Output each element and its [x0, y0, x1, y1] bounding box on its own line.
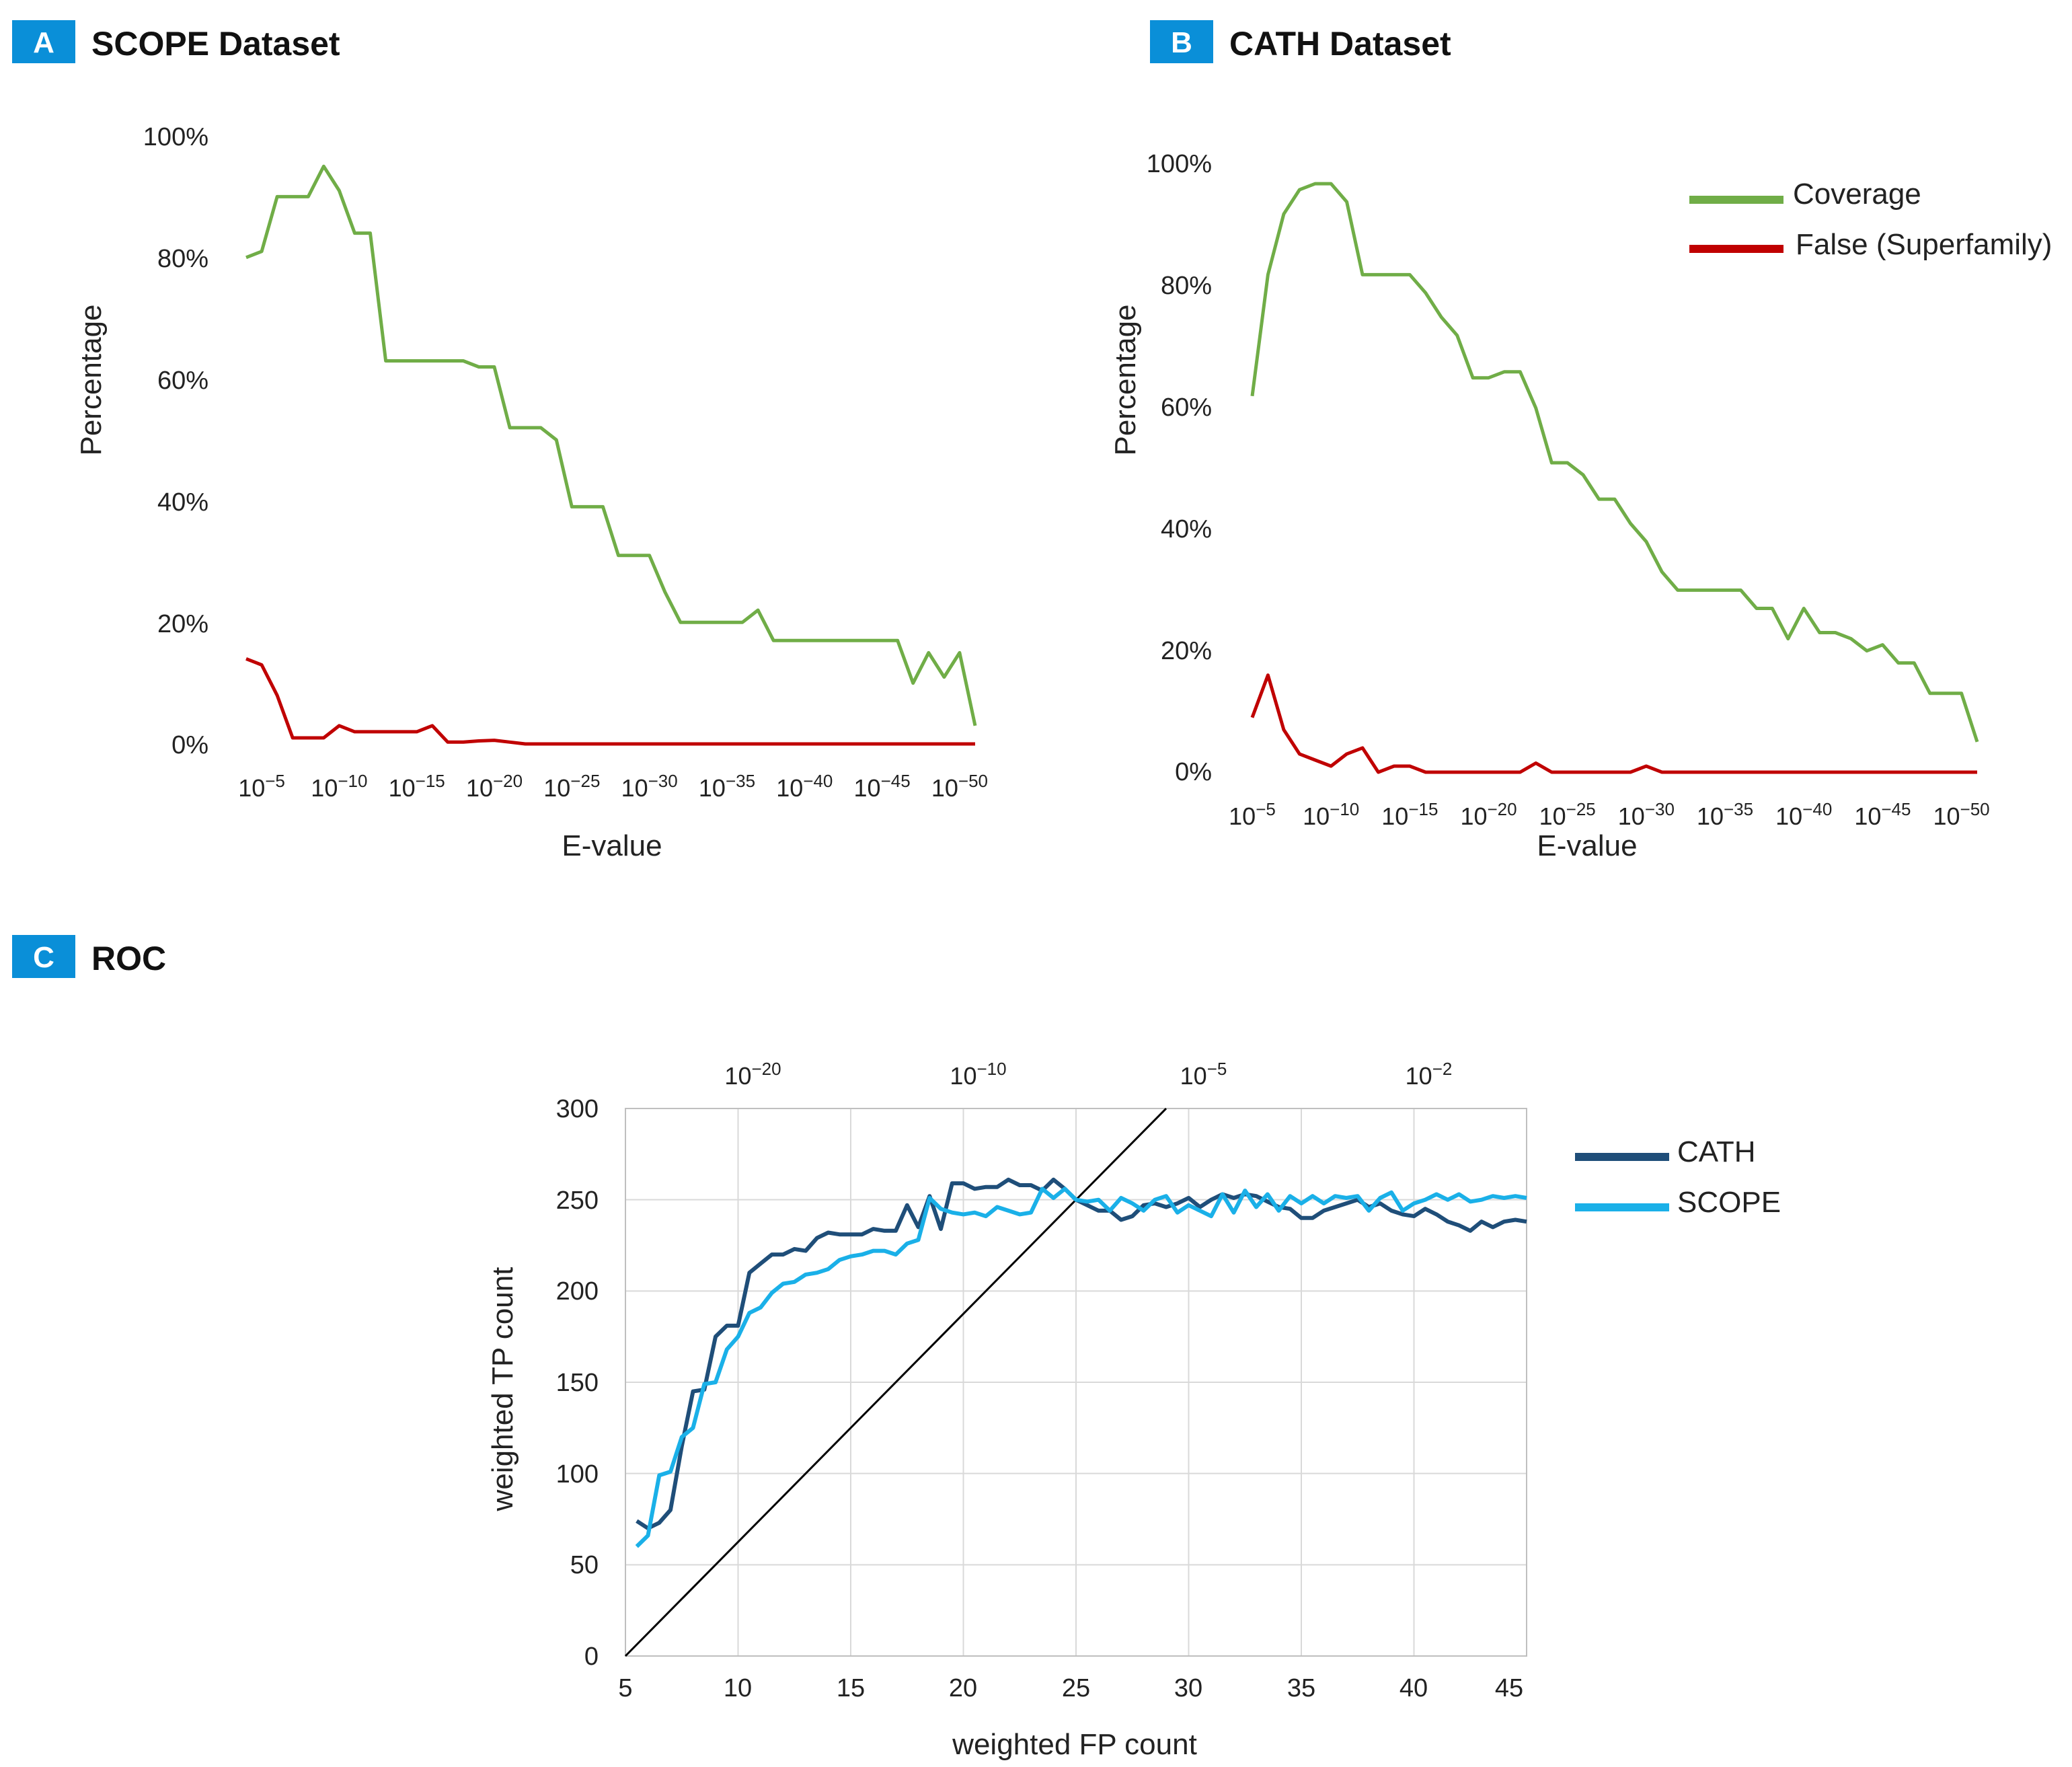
panel-b-ytick-label: 60% [1161, 393, 1212, 422]
panel-a-x-axis-title: E-value [562, 829, 662, 862]
panel-c-xtick-label: 45 [1495, 1674, 1523, 1702]
panel-c-xtick-label: 35 [1287, 1674, 1315, 1702]
panel-b-xtick-label: 10−35 [1697, 799, 1753, 830]
panel-c-ytick-label: 250 [556, 1187, 599, 1215]
panel-b-xtick-label: 10−40 [1775, 799, 1832, 830]
panel-b: B CATH Dataset 0% 20% 40% 60% 80% 100% P… [1109, 20, 2052, 862]
panel-c-xtick-label: 5 [618, 1674, 632, 1702]
panel-c-xtick-label: 20 [949, 1674, 977, 1702]
panel-c-plot-frame [625, 1108, 1527, 1657]
panel-c-ytick-label: 100 [556, 1460, 599, 1489]
panel-b-badge-box [1150, 20, 1213, 63]
panel-a-series-coverage [245, 164, 977, 726]
panel-c-top-tick-label: 10−5 [1180, 1059, 1227, 1090]
panel-c-ytick-label: 200 [556, 1277, 599, 1306]
panel-c-xtick-label: 30 [1174, 1674, 1202, 1702]
panel-b-series-coverage [1250, 182, 1979, 743]
panel-c-xtick-label: 10 [724, 1674, 752, 1702]
panel-c-badge-box [12, 935, 75, 978]
panel-b-xtick-label: 10−25 [1539, 799, 1596, 830]
panel-c-series-cath [636, 1177, 1527, 1531]
panel-a-ytick-label: 20% [157, 610, 208, 638]
panel-b-y-axis-title: Percentage [1109, 304, 1142, 455]
panel-b-ytick-label: 100% [1147, 150, 1212, 178]
panel-c-xtick-label: 25 [1062, 1674, 1090, 1702]
panel-a-ytick-label: 0% [171, 731, 208, 759]
panel-c-badge-label: C [33, 941, 54, 974]
panel-a-xtick-label: 10−15 [389, 771, 445, 802]
panel-b-xtick-label: 10−5 [1229, 799, 1276, 830]
panel-c-top-tick-label: 10−2 [1406, 1059, 1453, 1090]
legend-label-false-superfamily: False (Superfamily) [1796, 228, 2052, 261]
panel-b-ytick-label: 20% [1161, 637, 1212, 665]
panel-a-ytick-label: 40% [157, 488, 208, 517]
panel-b-xtick-label: 10−45 [1854, 799, 1911, 830]
panel-a-xtick-label: 10−10 [311, 771, 367, 802]
panel-c-ytick-label: 150 [556, 1369, 599, 1397]
panel-a-xtick-label: 10−35 [699, 771, 755, 802]
panel-c-top-tick-label: 10−20 [724, 1059, 781, 1090]
panel-c-x-axis-title: weighted FP count [952, 1728, 1197, 1761]
panel-c-y-axis-title: weighted TP count [486, 1267, 519, 1512]
panel-c-ytick-label: 50 [570, 1551, 599, 1579]
panel-a: A SCOPE Dataset 0% 20% 40% 60% 80% 100% … [12, 20, 988, 862]
panel-a-xtick-label: 10−50 [931, 771, 988, 802]
panel-c-xtick-label: 40 [1399, 1674, 1428, 1702]
panel-a-xtick-label: 10−20 [466, 771, 523, 802]
panel-c: C ROC 0 50 100 150 200 250 300 5 10 15 2… [12, 935, 1781, 1761]
panel-b-xtick-label: 10−30 [1618, 799, 1675, 830]
panel-a-y-axis-title: Percentage [75, 304, 108, 455]
panel-b-ytick-label: 0% [1175, 758, 1212, 786]
panel-a-badge-label: A [33, 26, 54, 59]
panel-c-legend: CATH SCOPE [1575, 1135, 1781, 1219]
panel-a-xtick-label: 10−45 [854, 771, 911, 802]
panel-b-xtick-label: 10−20 [1460, 799, 1517, 830]
legend-label-coverage: Coverage [1793, 178, 1921, 211]
panel-a-xtick-label: 10−30 [621, 771, 678, 802]
panel-a-ytick-label: 60% [157, 367, 208, 395]
panel-c-ytick-label: 300 [556, 1095, 599, 1123]
panel-c-title: ROC [91, 940, 166, 977]
panel-a-xtick-label: 10−5 [238, 771, 285, 802]
panel-b-xtick-label: 10−50 [1933, 799, 1989, 830]
panel-b-ytick-label: 80% [1161, 272, 1212, 300]
panel-b-xtick-label: 10−15 [1381, 799, 1438, 830]
panel-a-badge-box [12, 20, 75, 63]
panel-b-x-axis-title: E-value [1537, 829, 1637, 862]
panel-b-badge-label: B [1171, 26, 1192, 59]
panel-b-xtick-label: 10−10 [1303, 799, 1359, 830]
panel-b-title: CATH Dataset [1229, 25, 1451, 63]
panel-b-series-false-superfamily [1250, 673, 1977, 774]
panel-a-ytick-label: 80% [157, 245, 208, 273]
legend-label-cath: CATH [1677, 1135, 1756, 1168]
panel-a-title: SCOPE Dataset [91, 25, 340, 63]
panel-b-legend: Coverage False (Superfamily) [1689, 178, 2052, 261]
panel-a-xtick-label: 10−40 [776, 771, 833, 802]
panel-b-ytick-label: 40% [1161, 515, 1212, 543]
panel-c-top-tick-label: 10−10 [950, 1059, 1006, 1090]
panel-c-xtick-label: 15 [837, 1674, 865, 1702]
panel-c-ytick-label: 0 [584, 1643, 599, 1671]
panel-a-ytick-label: 100% [143, 123, 208, 151]
legend-label-scope: SCOPE [1677, 1186, 1781, 1219]
panel-a-series-false-superfamily [245, 657, 975, 746]
panel-a-xtick-label: 10−25 [543, 771, 600, 802]
panel-c-series-scope [635, 1187, 1527, 1548]
